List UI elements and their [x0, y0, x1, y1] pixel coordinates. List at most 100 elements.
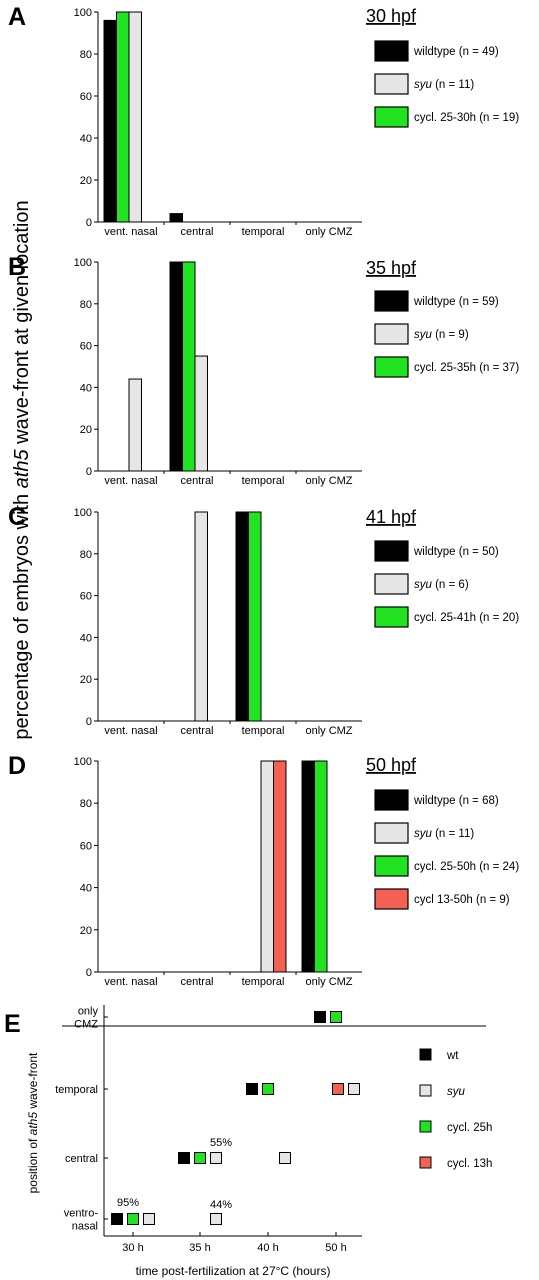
bar-cycl-vent-nasal — [116, 11, 130, 223]
legend-swatch-cycl — [374, 855, 409, 877]
y-tick-label: 60 — [80, 840, 92, 852]
legend-label-wildtype: wildtype (n = 49) — [413, 46, 499, 58]
y-tick-label: 80 — [80, 798, 92, 810]
legend-swatch-cycl13 — [419, 1156, 432, 1169]
point-cycl-50h-only-cmz — [330, 1011, 342, 1023]
y-axis-label: position of ath5 wave-front — [26, 1052, 40, 1193]
y-tick-label: 40 — [80, 632, 92, 644]
legend-label-cycl: cycl. 25h — [447, 1122, 492, 1134]
x-tick-label: temporal — [242, 475, 285, 487]
point-cycl-35h-central — [194, 1152, 206, 1164]
bar-cycl-only-cmz — [314, 760, 328, 973]
legend-swatch-wildtype — [374, 540, 409, 562]
panel-letter: E — [4, 1010, 21, 1038]
x-tick-label: only CMZ — [305, 976, 352, 988]
legend-swatch-cycl — [374, 356, 409, 378]
chart-title: 50 hpf — [366, 755, 417, 775]
y-tick-label: 0 — [86, 217, 92, 229]
bar-panel-B: B 35 hpf 0 20 40 60 80 100 vent. nasal central tem… — [8, 253, 417, 487]
x-tick-label: 50 h — [325, 1242, 346, 1254]
legend-label-cycl13: cycl. 13h — [447, 1158, 492, 1170]
y-tick-label: 20 — [80, 424, 92, 436]
x-tick-label: temporal — [242, 976, 285, 988]
legend-label-wildtype: wildtype (n = 68) — [413, 795, 499, 807]
bar-panel-C: C 41 hpf 0 20 40 60 80 100 vent. nasal central tem… — [8, 503, 417, 737]
point-cycl-40h-temporal — [262, 1083, 274, 1095]
annotation-label: 95% — [117, 1197, 139, 1209]
legend-swatch-syu — [374, 822, 409, 844]
y-tick-label: 0 — [86, 967, 92, 979]
y-category-label: temporal — [55, 1084, 98, 1096]
legend-label-wildtype: wildtype (n = 59) — [413, 296, 499, 308]
x-tick-label: central — [180, 226, 213, 238]
y-tick-label: 100 — [74, 507, 92, 519]
point-cycl-30h-ventro-nasal — [127, 1213, 139, 1225]
legend-label-cycl13: cycl 13-50h (n = 9) — [414, 894, 510, 906]
x-tick-label: vent. nasal — [104, 226, 157, 238]
y-category-label: nasal — [72, 1221, 98, 1233]
x-tick-label: central — [180, 475, 213, 487]
x-tick-label: 40 h — [257, 1242, 278, 1254]
y-category-label: central — [65, 1153, 98, 1165]
panel-letter: B — [8, 253, 26, 281]
bar-cycl-central — [182, 261, 196, 472]
legend-swatch-wildtype — [374, 789, 409, 811]
y-tick-label: 0 — [86, 466, 92, 478]
bar-wildtype-central — [169, 261, 183, 472]
legend-label-syu: syu — [447, 1086, 466, 1098]
y-category-label: only — [78, 1006, 99, 1018]
annotation-label: 55% — [210, 1137, 232, 1149]
x-tick-label: vent. nasal — [104, 725, 157, 737]
y-tick-label: 40 — [80, 382, 92, 394]
x-tick-label: vent. nasal — [104, 475, 157, 487]
legend-swatch-cycl — [374, 606, 409, 628]
bar-wildtype-vent-nasal — [103, 19, 117, 223]
x-tick-label: 30 h — [122, 1242, 143, 1254]
y-tick-label: 80 — [80, 549, 92, 561]
legend-label-syu: syu (n = 11) — [414, 79, 474, 91]
point-wildtype-50h-only-cmz — [314, 1011, 326, 1023]
x-tick-label: only CMZ — [305, 475, 352, 487]
legend-swatch-wildtype — [374, 40, 409, 62]
x-axis-label: time post-fertilization at 27°C (hours) — [136, 1264, 331, 1278]
bar-wildtype-central — [169, 213, 183, 223]
bar-syu-central — [194, 511, 208, 722]
y-tick-label: 60 — [80, 591, 92, 603]
x-tick-label: only CMZ — [305, 226, 352, 238]
bar-syu-temporal — [260, 760, 274, 973]
legend-label-cycl: cycl. 25-41h (n = 20) — [414, 612, 519, 624]
y-tick-label: 60 — [80, 341, 92, 353]
legend-swatch-syu — [419, 1084, 432, 1097]
y-tick-label: 60 — [80, 91, 92, 103]
legend-swatch-cycl13 — [374, 888, 409, 910]
y-tick-label: 40 — [80, 883, 92, 895]
bar-wildtype-only-cmz — [301, 760, 315, 973]
point-syu-35h-central — [210, 1152, 222, 1164]
y-tick-label: 80 — [80, 49, 92, 61]
bar-wildtype-temporal — [235, 511, 249, 722]
legend-label-syu: syu (n = 9) — [414, 329, 469, 341]
legend-swatch-syu — [374, 573, 409, 595]
legend-label-cycl: cycl. 25-35h (n = 37) — [414, 362, 519, 374]
point-wildtype-30h-ventro-nasal — [111, 1213, 123, 1225]
y-tick-label: 20 — [80, 175, 92, 187]
legend-label-wildtype: wt — [446, 1050, 459, 1062]
x-tick-label: vent. nasal — [104, 976, 157, 988]
x-tick-label: 35 h — [189, 1242, 210, 1254]
legend-swatch-cycl — [419, 1120, 432, 1133]
x-tick-label: only CMZ — [305, 725, 352, 737]
annotation-label: 44% — [210, 1199, 232, 1211]
y-tick-label: 20 — [80, 925, 92, 937]
legend-label-syu: syu (n = 6) — [414, 579, 469, 591]
bar-panel-A: A 30 hpf 0 20 40 60 80 100 vent. nasal central tem… — [8, 3, 417, 238]
bar-syu-vent-nasal — [128, 11, 142, 223]
point-wildtype-35h-central — [178, 1152, 190, 1164]
bar-cycl-temporal — [248, 511, 262, 722]
legend-swatch-wildtype — [419, 1048, 432, 1061]
point-syu-35h-ventro-nasal — [210, 1213, 222, 1225]
chart-title: 35 hpf — [366, 258, 417, 278]
bar-panel-D: D 50 hpf 0 20 40 60 80 100 vent. nasal central tem… — [8, 752, 417, 988]
y-tick-label: 40 — [80, 133, 92, 145]
x-tick-label: central — [180, 976, 213, 988]
